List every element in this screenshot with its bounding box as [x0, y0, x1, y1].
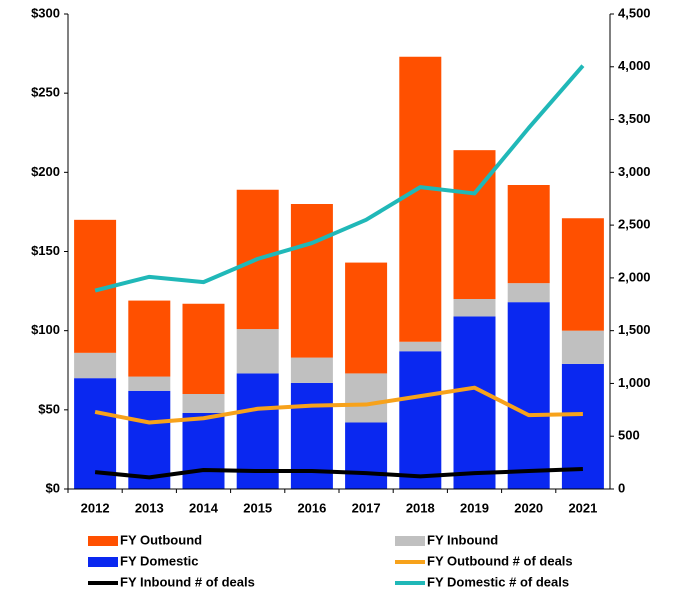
y2-tick-label: 0 [618, 480, 625, 495]
x-tick-label: 2020 [514, 500, 543, 515]
legend-swatch [88, 557, 118, 567]
y2-tick-label: 500 [618, 428, 640, 443]
x-tick-label: 2013 [135, 500, 164, 515]
line-series [94, 466, 583, 480]
y-tick-label: $0 [46, 480, 60, 495]
legend-label: FY Inbound [427, 532, 498, 547]
bar-segment [345, 422, 388, 489]
x-tick-label: 2016 [297, 500, 326, 515]
y2-tick-label: 3,000 [618, 164, 651, 179]
bar-segment [345, 373, 388, 423]
bar-segment [236, 329, 279, 374]
y2-tick-label: 4,500 [618, 5, 651, 20]
y-tick-label: $100 [31, 322, 60, 337]
bar-segment [507, 283, 550, 303]
legend-label: FY Inbound # of deals [120, 574, 255, 589]
y2-tick-label: 1,500 [618, 322, 651, 337]
y2-tick-label: 1,000 [618, 375, 651, 390]
line-series [94, 64, 585, 293]
bar-segment [128, 376, 171, 391]
bar-segment [128, 300, 171, 377]
y-tick-label: $50 [38, 401, 60, 416]
bar-segment [74, 378, 117, 489]
bar-segment [399, 341, 442, 352]
bar-segment [561, 330, 604, 364]
x-tick-label: 2015 [243, 500, 272, 515]
bar-segment [561, 218, 604, 331]
y-tick-label: $150 [31, 243, 60, 258]
bar-segment [290, 204, 333, 358]
y2-tick-label: 2,500 [618, 217, 651, 232]
bar-segment [399, 351, 442, 489]
bar-segment [453, 150, 496, 299]
x-tick-label: 2019 [460, 500, 489, 515]
x-tick-label: 2021 [568, 500, 597, 515]
y-tick-label: $300 [31, 5, 60, 20]
bar-segment [74, 352, 117, 379]
legend-label: FY Domestic # of deals [427, 574, 569, 589]
legend-label: FY Domestic [120, 553, 199, 568]
x-tick-label: 2014 [189, 500, 219, 515]
y2-tick-label: 4,000 [618, 58, 651, 73]
bar-segment [453, 299, 496, 317]
legend-label: FY Outbound # of deals [427, 553, 573, 568]
line-series [94, 385, 583, 425]
bar-segment [290, 357, 333, 383]
bar-segment [182, 394, 225, 413]
legend-swatch [395, 536, 425, 546]
x-tick-label: 2018 [406, 500, 435, 515]
bar-segment [507, 302, 550, 489]
y2-tick-label: 2,000 [618, 269, 651, 284]
bar-segment [182, 303, 225, 394]
y-tick-label: $250 [31, 85, 60, 100]
x-tick-label: 2017 [352, 500, 381, 515]
bar-segment [182, 413, 225, 489]
x-tick-label: 2012 [81, 500, 110, 515]
legend-swatch [88, 536, 118, 546]
bar-segment [507, 185, 550, 284]
bar-segment [453, 316, 496, 489]
bar-segment [345, 262, 388, 374]
bar-segment [128, 390, 171, 489]
legend-label: FY Outbound [120, 532, 202, 547]
y2-tick-label: 3,500 [618, 111, 651, 126]
bar-segment [399, 56, 442, 342]
y-tick-label: $200 [31, 164, 60, 179]
